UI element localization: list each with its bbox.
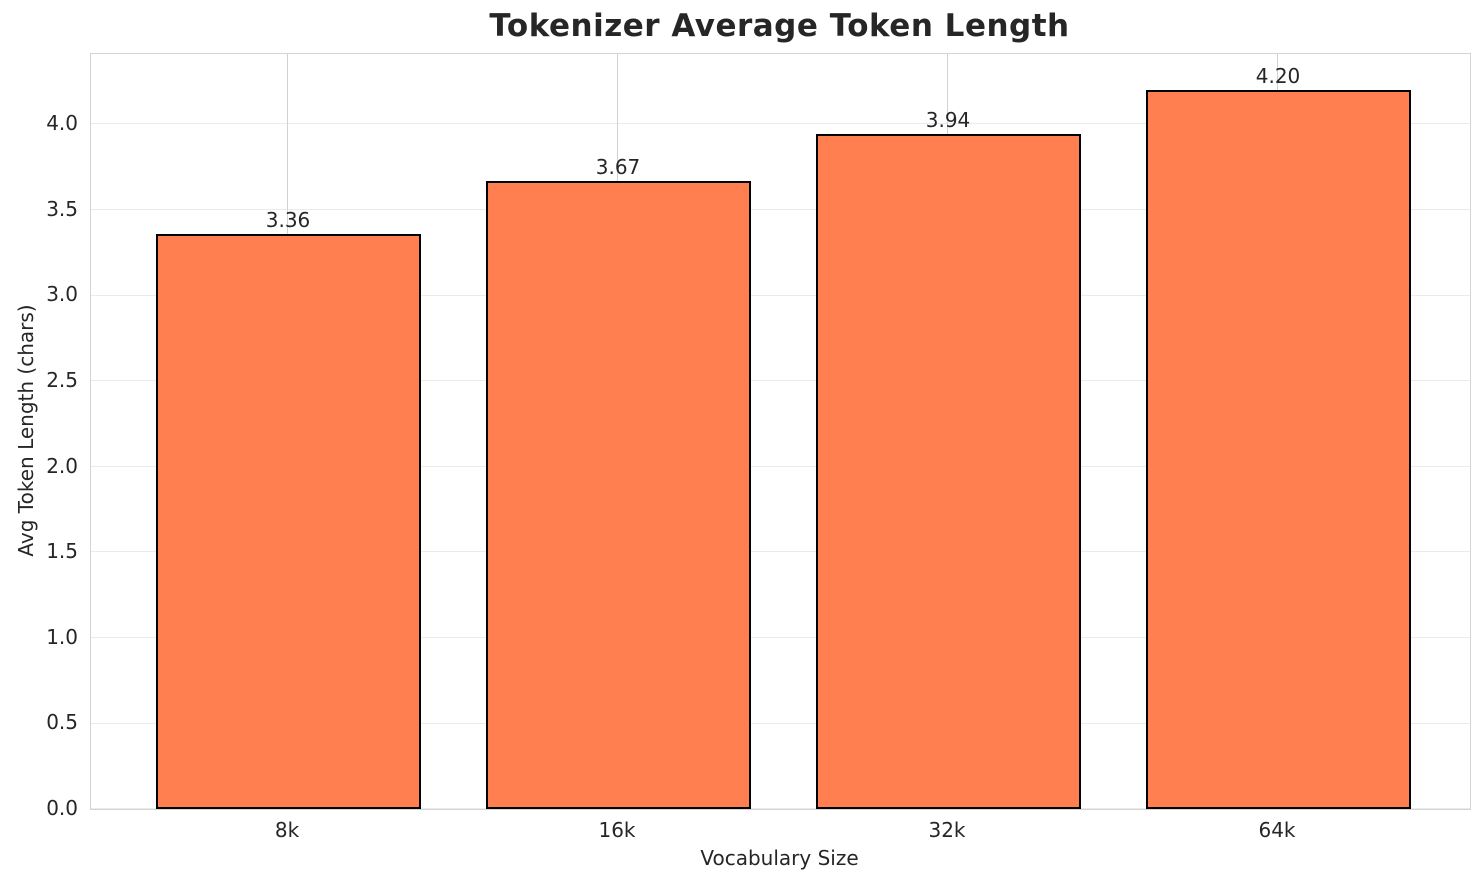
y-tick-label: 1.5 <box>46 539 78 564</box>
plot-area: 3.36 3.67 3.94 4.20 <box>90 53 1471 810</box>
y-tick-label: 0.5 <box>46 710 78 735</box>
y-tick-label: 4.0 <box>46 111 78 136</box>
gridline-horizontal <box>91 123 1470 125</box>
gridline-horizontal <box>91 808 1470 810</box>
y-axis-label: Avg Token Length (chars) <box>14 304 38 557</box>
bar-64k <box>1145 89 1411 809</box>
bar-value-label: 3.36 <box>265 207 311 232</box>
y-tick-label: 3.0 <box>46 282 78 307</box>
y-tick-label: 3.5 <box>46 196 78 221</box>
chart-title: Tokenizer Average Token Length <box>489 8 1070 44</box>
y-tick-label: 0.0 <box>46 796 78 820</box>
x-tick-label-8k: 8k <box>274 818 300 842</box>
x-tick-label-32k: 32k <box>928 818 966 842</box>
gridline-horizontal <box>91 294 1470 296</box>
bar-value-label: 3.67 <box>595 154 641 179</box>
gridline-horizontal <box>91 380 1470 382</box>
x-axis-label: Vocabulary Size <box>700 846 859 870</box>
bar-value-label: 3.94 <box>925 108 971 133</box>
bar-16k <box>485 180 751 809</box>
gridline-horizontal <box>91 209 1470 211</box>
gridline-horizontal <box>91 722 1470 724</box>
bar-32k <box>815 134 1081 809</box>
y-tick-label: 1.0 <box>46 624 78 649</box>
gridline-horizontal <box>91 465 1470 467</box>
y-tick-label: 2.0 <box>46 453 78 478</box>
gridline-horizontal <box>91 551 1470 553</box>
gridline-horizontal <box>91 637 1470 639</box>
y-tick-label: 2.5 <box>46 367 78 392</box>
x-tick-label-64k: 64k <box>1258 818 1296 842</box>
x-tick-label-16k: 16k <box>598 818 636 842</box>
bar-8k <box>155 233 421 809</box>
bar-value-label: 4.20 <box>1255 63 1301 88</box>
